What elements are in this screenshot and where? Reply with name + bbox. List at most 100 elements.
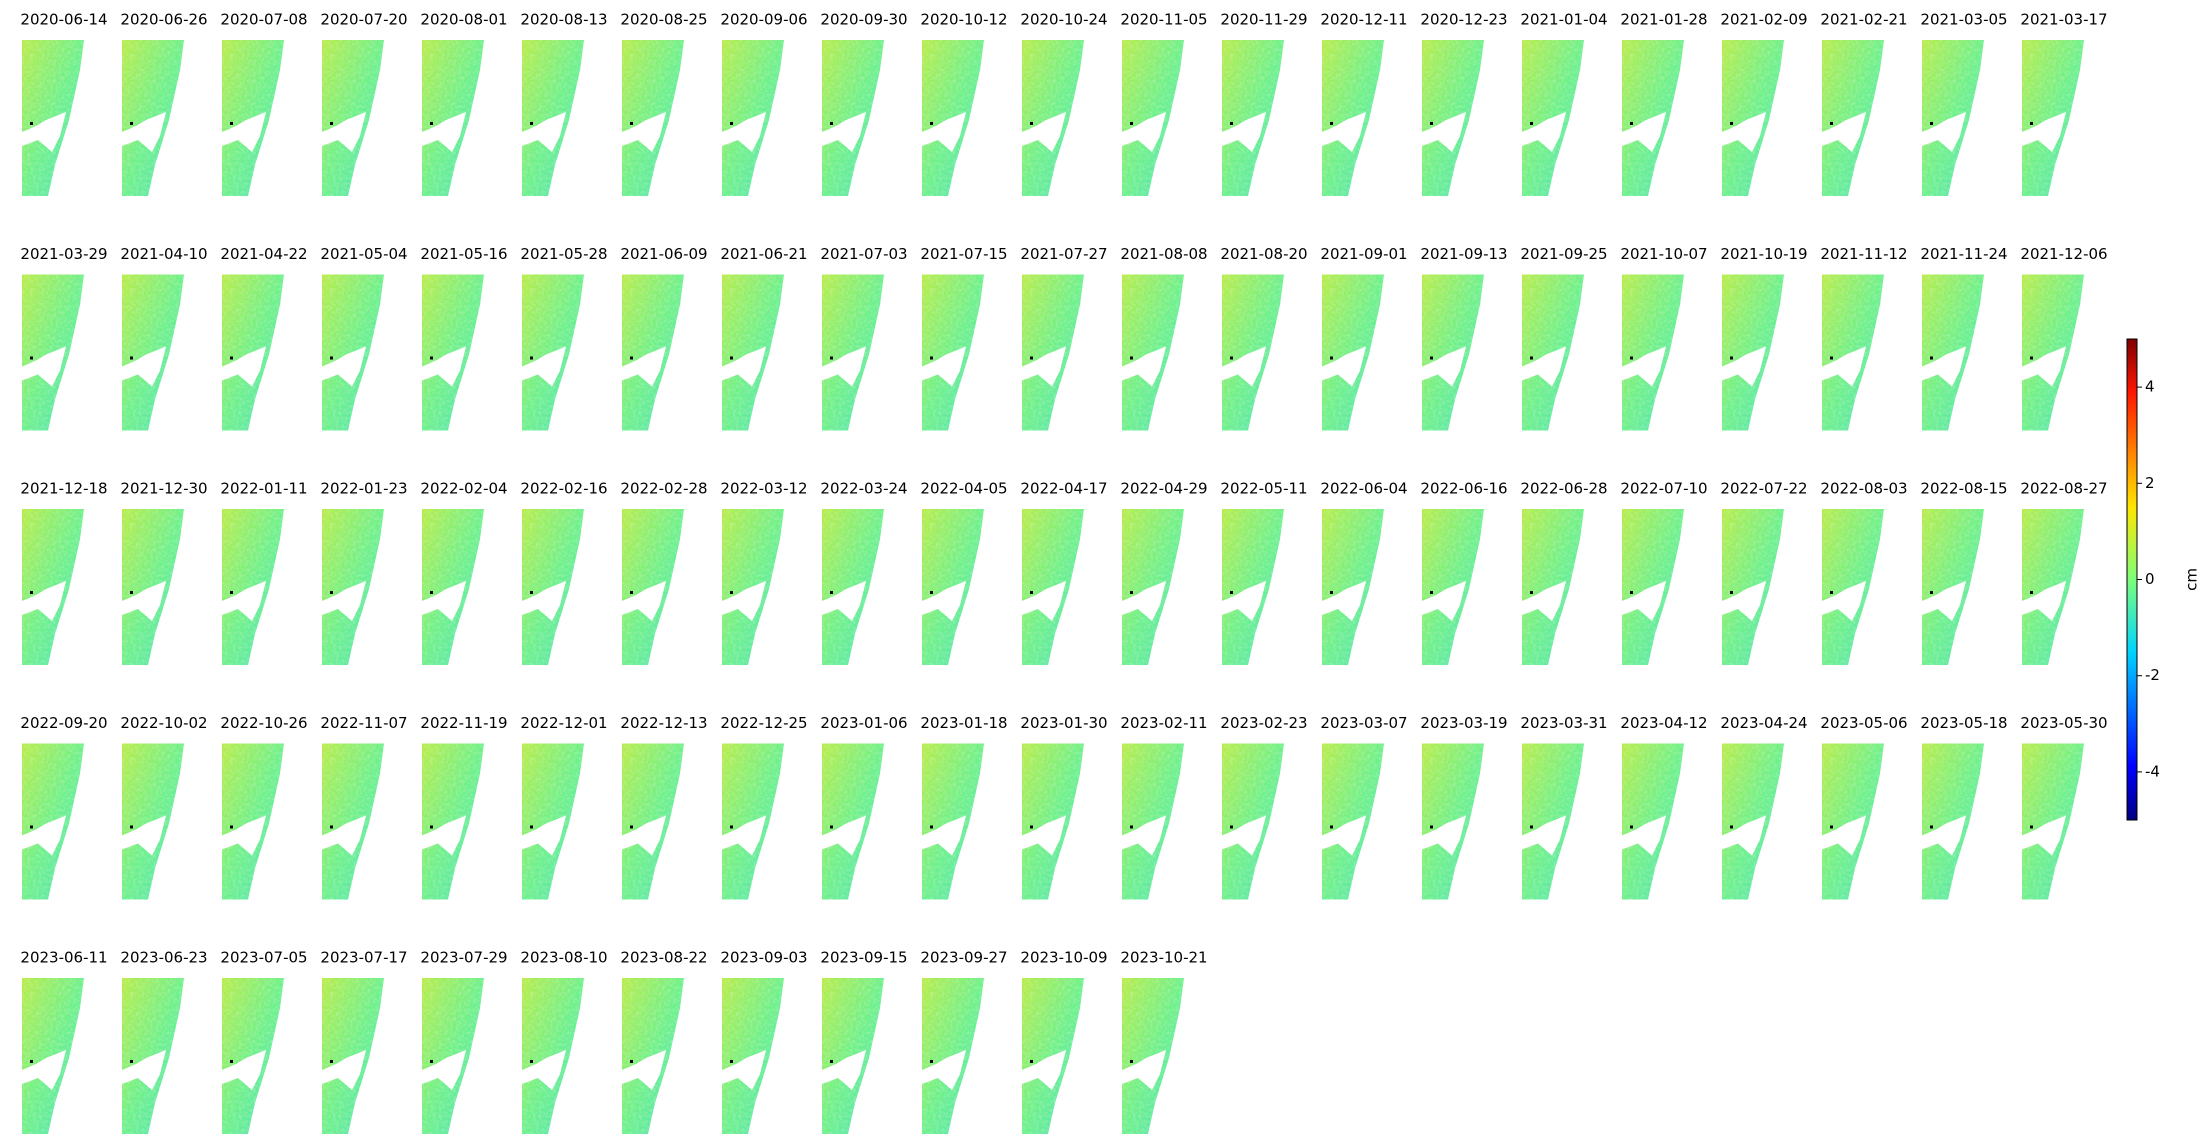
map-panel — [1122, 40, 1184, 196]
panel-title: 2020-09-30 — [820, 11, 907, 29]
colorbar-tick-label: -2 — [2145, 666, 2160, 684]
map-panel — [1622, 40, 1684, 196]
panel-title: 2023-08-22 — [620, 949, 707, 967]
colorbar-tick-label: 4 — [2145, 378, 2155, 396]
panel-title: 2022-02-04 — [420, 480, 507, 498]
map-panel — [1122, 509, 1184, 665]
panel-title: 2022-01-23 — [320, 480, 407, 498]
map-panel — [822, 274, 884, 431]
map-panel — [322, 978, 384, 1134]
map-panel — [422, 978, 484, 1134]
map-panel — [22, 743, 84, 900]
panel-title: 2021-07-15 — [920, 245, 1007, 263]
map-panel — [122, 509, 184, 665]
map-panel — [1422, 743, 1484, 900]
map-panel — [522, 274, 584, 431]
panel-title: 2021-03-05 — [1920, 11, 2007, 29]
panel-title: 2020-12-11 — [1320, 11, 1407, 29]
map-panel — [1022, 274, 1084, 431]
panel-title: 2022-05-11 — [1220, 480, 1307, 498]
map-panel — [922, 509, 984, 665]
panel-title: 2022-08-27 — [2020, 480, 2107, 498]
panel-title: 2021-02-21 — [1820, 11, 1907, 29]
map-panel — [122, 40, 184, 196]
map-panel — [722, 509, 784, 665]
panel-title: 2020-10-24 — [1020, 11, 1107, 29]
panel-title: 2022-10-02 — [120, 714, 207, 732]
map-panel — [1822, 274, 1884, 431]
map-panel — [322, 509, 384, 665]
panel-title: 2020-09-06 — [720, 11, 807, 29]
colorbar-label: cm — [2183, 568, 2201, 591]
panel-title: 2022-08-15 — [1920, 480, 2007, 498]
map-panel — [1422, 40, 1484, 196]
map-panel — [222, 978, 284, 1134]
map-panel — [1022, 978, 1084, 1134]
map-panel — [1822, 743, 1884, 900]
map-panel — [1122, 274, 1184, 431]
map-panel — [1322, 40, 1384, 196]
panel-title: 2022-02-16 — [520, 480, 607, 498]
panel-title: 2023-08-10 — [520, 949, 607, 967]
map-panel — [622, 274, 684, 431]
map-panel — [22, 978, 84, 1134]
map-panel — [1222, 509, 1284, 665]
map-panel — [1422, 509, 1484, 665]
panel-title: 2023-01-06 — [820, 714, 907, 732]
map-panel — [122, 274, 184, 431]
map-panel — [822, 509, 884, 665]
panel-title: 2021-07-03 — [820, 245, 907, 263]
panel-title: 2023-07-29 — [420, 949, 507, 967]
map-panel — [222, 274, 284, 431]
panel-title: 2021-09-25 — [1520, 245, 1607, 263]
map-panel — [1522, 743, 1584, 900]
panel-title: 2021-02-09 — [1720, 11, 1807, 29]
map-panel — [322, 274, 384, 431]
panel-title: 2023-07-05 — [220, 949, 307, 967]
map-panel — [1822, 40, 1884, 196]
map-panel — [1622, 274, 1684, 431]
panel-title: 2021-07-27 — [1020, 245, 1107, 263]
map-panel — [1922, 509, 1984, 665]
panel-title: 2022-04-29 — [1120, 480, 1207, 498]
colorbar — [2126, 338, 2138, 821]
panel-title: 2020-10-12 — [920, 11, 1007, 29]
panel-title: 2023-05-30 — [2020, 714, 2107, 732]
panel-title: 2022-07-22 — [1720, 480, 1807, 498]
panel-title: 2023-02-11 — [1120, 714, 1207, 732]
map-panel — [822, 978, 884, 1134]
panel-title: 2022-11-19 — [420, 714, 507, 732]
map-panel — [1922, 274, 1984, 431]
panel-title: 2021-05-04 — [320, 245, 407, 263]
map-panel — [22, 509, 84, 665]
panel-title: 2023-05-18 — [1920, 714, 2007, 732]
panel-title: 2023-01-30 — [1020, 714, 1107, 732]
panel-title: 2022-09-20 — [20, 714, 107, 732]
map-panel — [522, 40, 584, 196]
panel-title: 2021-04-22 — [220, 245, 307, 263]
map-panel — [922, 743, 984, 900]
panel-title: 2022-03-12 — [720, 480, 807, 498]
map-panel — [1722, 743, 1784, 900]
panel-title: 2022-03-24 — [820, 480, 907, 498]
map-panel — [1022, 509, 1084, 665]
map-panel — [1122, 978, 1184, 1134]
panel-title: 2022-06-28 — [1520, 480, 1607, 498]
panel-title: 2021-06-09 — [620, 245, 707, 263]
map-panel — [1222, 40, 1284, 196]
map-panel — [122, 978, 184, 1134]
panel-title: 2023-01-18 — [920, 714, 1007, 732]
panel-title: 2023-04-12 — [1620, 714, 1707, 732]
panel-title: 2023-09-15 — [820, 949, 907, 967]
map-panel — [1722, 274, 1784, 431]
map-panel — [622, 978, 684, 1134]
panel-title: 2021-11-12 — [1820, 245, 1907, 263]
map-panel — [622, 743, 684, 900]
panel-title: 2023-06-23 — [120, 949, 207, 967]
panel-title: 2021-09-13 — [1420, 245, 1507, 263]
panel-title: 2022-06-04 — [1320, 480, 1407, 498]
panel-title: 2022-08-03 — [1820, 480, 1907, 498]
map-panel — [422, 274, 484, 431]
panel-title: 2021-04-10 — [120, 245, 207, 263]
